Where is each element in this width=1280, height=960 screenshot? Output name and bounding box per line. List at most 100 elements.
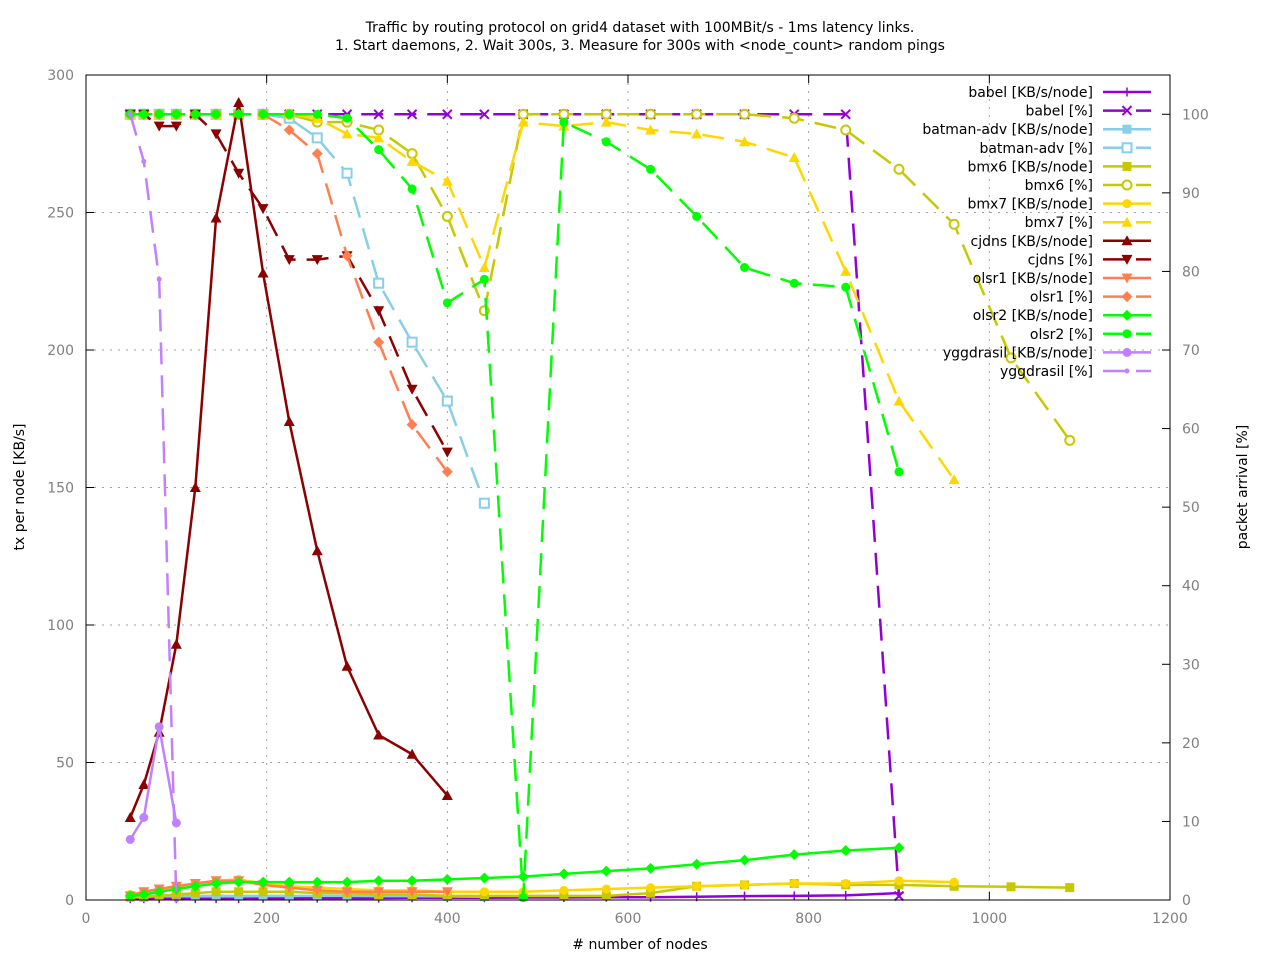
data-point: [258, 109, 268, 119]
data-point: [645, 108, 657, 120]
legend-item: bmx7 [KB/s/node]: [967, 197, 1151, 213]
data-point: [442, 298, 452, 308]
data-point: [233, 876, 245, 888]
series-3: [124, 108, 490, 509]
series-line: [130, 846, 900, 898]
series-line: [130, 113, 956, 481]
legend-label: olsr1 [KB/s/node]: [973, 271, 1093, 287]
data-point: [406, 384, 418, 395]
y2-tick-label: 60: [1182, 422, 1200, 438]
data-point: [190, 109, 200, 119]
legend-label: babel [%]: [1025, 104, 1093, 120]
data-point: [156, 276, 162, 282]
data-point: [692, 211, 702, 221]
legend-label: yggdrasil [%]: [1000, 364, 1093, 380]
data-point: [841, 282, 851, 292]
data-point: [517, 871, 529, 883]
y2-tick-label: 80: [1182, 264, 1200, 280]
data-point: [283, 416, 295, 426]
data-point: [153, 121, 165, 132]
data-point: [1121, 179, 1133, 191]
data-point: [1121, 273, 1133, 284]
data-point: [189, 880, 201, 892]
data-point: [341, 128, 353, 139]
legend-label: batman-adv [%]: [979, 141, 1093, 157]
data-point: [840, 124, 852, 136]
data-point: [789, 879, 799, 888]
data-point: [558, 108, 570, 120]
data-point: [518, 893, 528, 903]
data-point: [893, 842, 905, 854]
legend-label: bmx7 [KB/s/node]: [967, 197, 1093, 213]
data-point: [406, 419, 418, 431]
legend-label: cjdns [%]: [1028, 252, 1093, 268]
legend-label: yggdrasil [KB/s/node]: [943, 345, 1093, 361]
data-point: [170, 121, 182, 132]
data-point: [138, 889, 150, 900]
data-point: [283, 876, 295, 888]
data-point: [190, 888, 200, 898]
data-point: [139, 813, 149, 822]
data-point: [406, 155, 418, 166]
data-point: [1122, 347, 1132, 357]
series-8: [124, 97, 453, 822]
x-tick-label: 600: [615, 911, 642, 927]
y-tick-label: 300: [47, 68, 74, 84]
data-point: [740, 891, 750, 901]
data-point: [373, 336, 385, 348]
data-point: [559, 885, 569, 895]
series-line: [130, 113, 1071, 442]
legend-item: olsr2 [KB/s/node]: [973, 308, 1151, 324]
data-point: [1122, 199, 1132, 209]
data-point: [124, 812, 136, 822]
data-point: [441, 447, 453, 458]
y2-tick-label: 20: [1182, 736, 1200, 752]
data-point: [257, 267, 269, 278]
data-point: [1122, 329, 1132, 339]
data-point: [234, 887, 244, 897]
data-point: [1065, 883, 1075, 893]
plot-border: [85, 74, 1171, 901]
y2-axis-label: packet arrival [%]: [1235, 424, 1251, 550]
data-point: [1121, 235, 1133, 246]
legend-item: batman-adv [KB/s/node]: [922, 122, 1151, 138]
data-point: [441, 790, 453, 800]
legend-item: cjdns [KB/s/node]: [971, 234, 1151, 250]
data-point: [517, 116, 529, 127]
series-15: [127, 111, 179, 903]
legend-item: olsr2 [%]: [1030, 327, 1151, 343]
data-point: [210, 129, 222, 140]
data-point: [841, 890, 851, 900]
y2-tick-label: 70: [1182, 343, 1200, 359]
series-12: [124, 842, 905, 902]
data-point: [257, 876, 269, 888]
y-tick-label: 250: [47, 206, 74, 222]
data-point: [406, 875, 418, 887]
data-point: [840, 845, 852, 856]
series-line: [130, 113, 901, 899]
legend-item: bmx6 [%]: [1025, 178, 1151, 194]
data-point: [234, 109, 244, 119]
legend-item: cjdns [%]: [1028, 252, 1151, 268]
series-13: [125, 109, 904, 903]
data-point: [406, 336, 418, 348]
data-point: [691, 128, 703, 139]
y2-tick-label: 40: [1182, 579, 1200, 595]
data-point: [893, 163, 905, 175]
data-point: [211, 887, 221, 897]
data-point: [558, 868, 570, 880]
legend-label: bmx7 [%]: [1025, 215, 1093, 231]
data-point: [154, 722, 164, 732]
data-point: [645, 124, 657, 135]
data-point: [311, 545, 323, 556]
data-point: [1121, 254, 1133, 265]
data-point: [841, 879, 851, 888]
data-point: [374, 145, 384, 155]
data-point: [373, 729, 385, 740]
data-point: [479, 887, 489, 897]
data-point: [138, 779, 150, 789]
legend-item: bmx6 [KB/s/node]: [967, 159, 1151, 175]
y2-tick-label: 50: [1182, 500, 1200, 516]
data-point: [691, 858, 703, 870]
